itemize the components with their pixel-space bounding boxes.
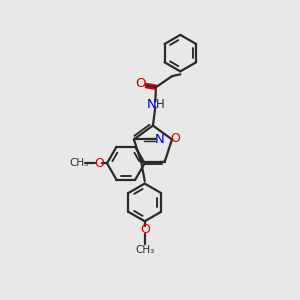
- Text: O: O: [135, 77, 146, 90]
- Text: H: H: [156, 98, 164, 111]
- Text: N: N: [155, 133, 165, 146]
- Text: O: O: [171, 132, 181, 145]
- Text: CH₃: CH₃: [69, 158, 88, 168]
- Text: CH₃: CH₃: [135, 244, 154, 254]
- Text: O: O: [140, 223, 150, 236]
- Text: N: N: [146, 98, 156, 111]
- Text: O: O: [94, 157, 104, 170]
